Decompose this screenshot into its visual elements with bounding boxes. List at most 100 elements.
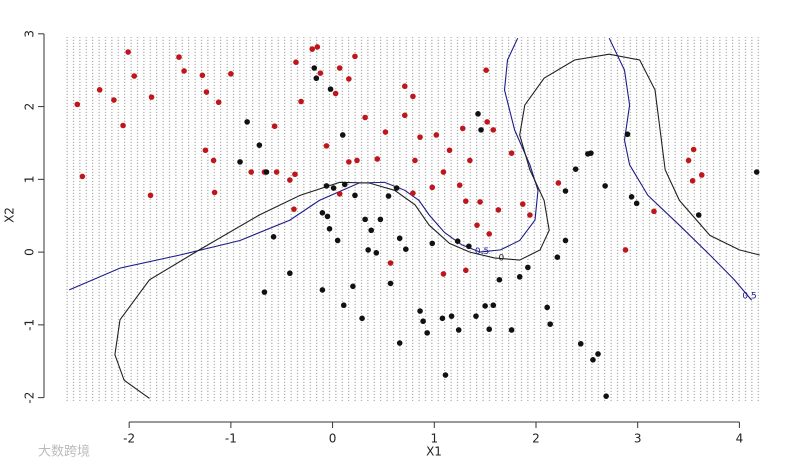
point	[199, 72, 206, 79]
point	[373, 250, 380, 256]
point	[602, 183, 608, 189]
point	[314, 44, 321, 50]
point	[484, 119, 490, 125]
point	[210, 157, 217, 164]
y-axis-label: X2	[3, 207, 17, 223]
point	[147, 192, 154, 199]
point	[256, 142, 263, 148]
point	[248, 169, 255, 175]
point	[433, 132, 440, 138]
point	[508, 150, 515, 156]
point	[334, 237, 341, 244]
point	[474, 222, 480, 228]
point	[309, 46, 316, 52]
point	[120, 122, 126, 129]
point	[211, 189, 218, 196]
point	[319, 287, 326, 293]
x-tick-label: -1	[225, 432, 237, 446]
point	[228, 71, 234, 77]
point	[525, 264, 531, 271]
point	[244, 119, 250, 125]
point	[131, 73, 138, 79]
point	[354, 157, 360, 164]
point	[456, 182, 463, 188]
point	[685, 157, 692, 164]
point	[111, 97, 117, 103]
point	[490, 127, 497, 133]
point	[287, 177, 293, 183]
point	[410, 190, 416, 196]
point	[324, 213, 331, 220]
x-axis-label: X1	[426, 445, 442, 459]
x-tick-label: -2	[123, 432, 135, 446]
point	[633, 200, 640, 207]
point	[311, 65, 318, 71]
point	[396, 340, 403, 346]
point	[651, 208, 657, 215]
point	[429, 184, 436, 191]
point	[527, 212, 533, 218]
point	[595, 351, 601, 357]
point	[424, 330, 430, 336]
point	[341, 181, 348, 188]
watermark: 大数跨境	[38, 445, 90, 460]
point	[368, 227, 375, 234]
point	[410, 93, 416, 100]
point	[96, 87, 103, 93]
point	[467, 157, 473, 164]
point	[330, 185, 337, 191]
point	[439, 315, 446, 322]
point	[263, 169, 270, 175]
point	[125, 49, 131, 55]
point	[486, 231, 493, 237]
point	[317, 70, 324, 76]
point	[148, 94, 155, 100]
point	[420, 318, 426, 325]
x-tick-label: 1	[430, 432, 438, 446]
point	[326, 226, 333, 232]
point	[572, 166, 579, 172]
point	[292, 171, 298, 178]
point	[440, 271, 447, 277]
point	[365, 247, 371, 253]
point	[377, 216, 384, 223]
point	[374, 156, 381, 162]
point	[401, 83, 408, 90]
point	[271, 123, 278, 130]
point	[698, 172, 705, 178]
y-tick-label: 2	[23, 103, 37, 111]
point	[628, 194, 635, 200]
y-tick-label: 0	[23, 248, 37, 256]
point	[313, 75, 320, 82]
point	[215, 99, 222, 106]
prediction-grid	[66, 37, 764, 401]
point	[237, 159, 243, 165]
y-tick-label: -2	[23, 392, 37, 404]
point	[483, 67, 489, 74]
point	[577, 340, 584, 347]
point	[482, 303, 488, 309]
point	[516, 274, 523, 280]
point	[339, 132, 346, 138]
point	[332, 90, 339, 97]
point	[181, 68, 187, 74]
point	[440, 169, 447, 175]
point	[753, 169, 760, 175]
point	[293, 59, 299, 66]
point	[454, 238, 461, 244]
point	[203, 89, 210, 95]
point	[554, 254, 561, 261]
point	[486, 326, 493, 333]
point	[387, 260, 394, 266]
point	[362, 216, 368, 223]
point	[695, 212, 702, 218]
contour-line	[114, 53, 760, 399]
point	[442, 372, 449, 378]
point	[327, 86, 334, 92]
point	[690, 146, 697, 153]
point	[336, 191, 343, 197]
point	[544, 304, 550, 311]
contour-label: 0	[499, 253, 505, 263]
point	[429, 240, 436, 247]
y-tick-label: 1	[23, 176, 37, 184]
